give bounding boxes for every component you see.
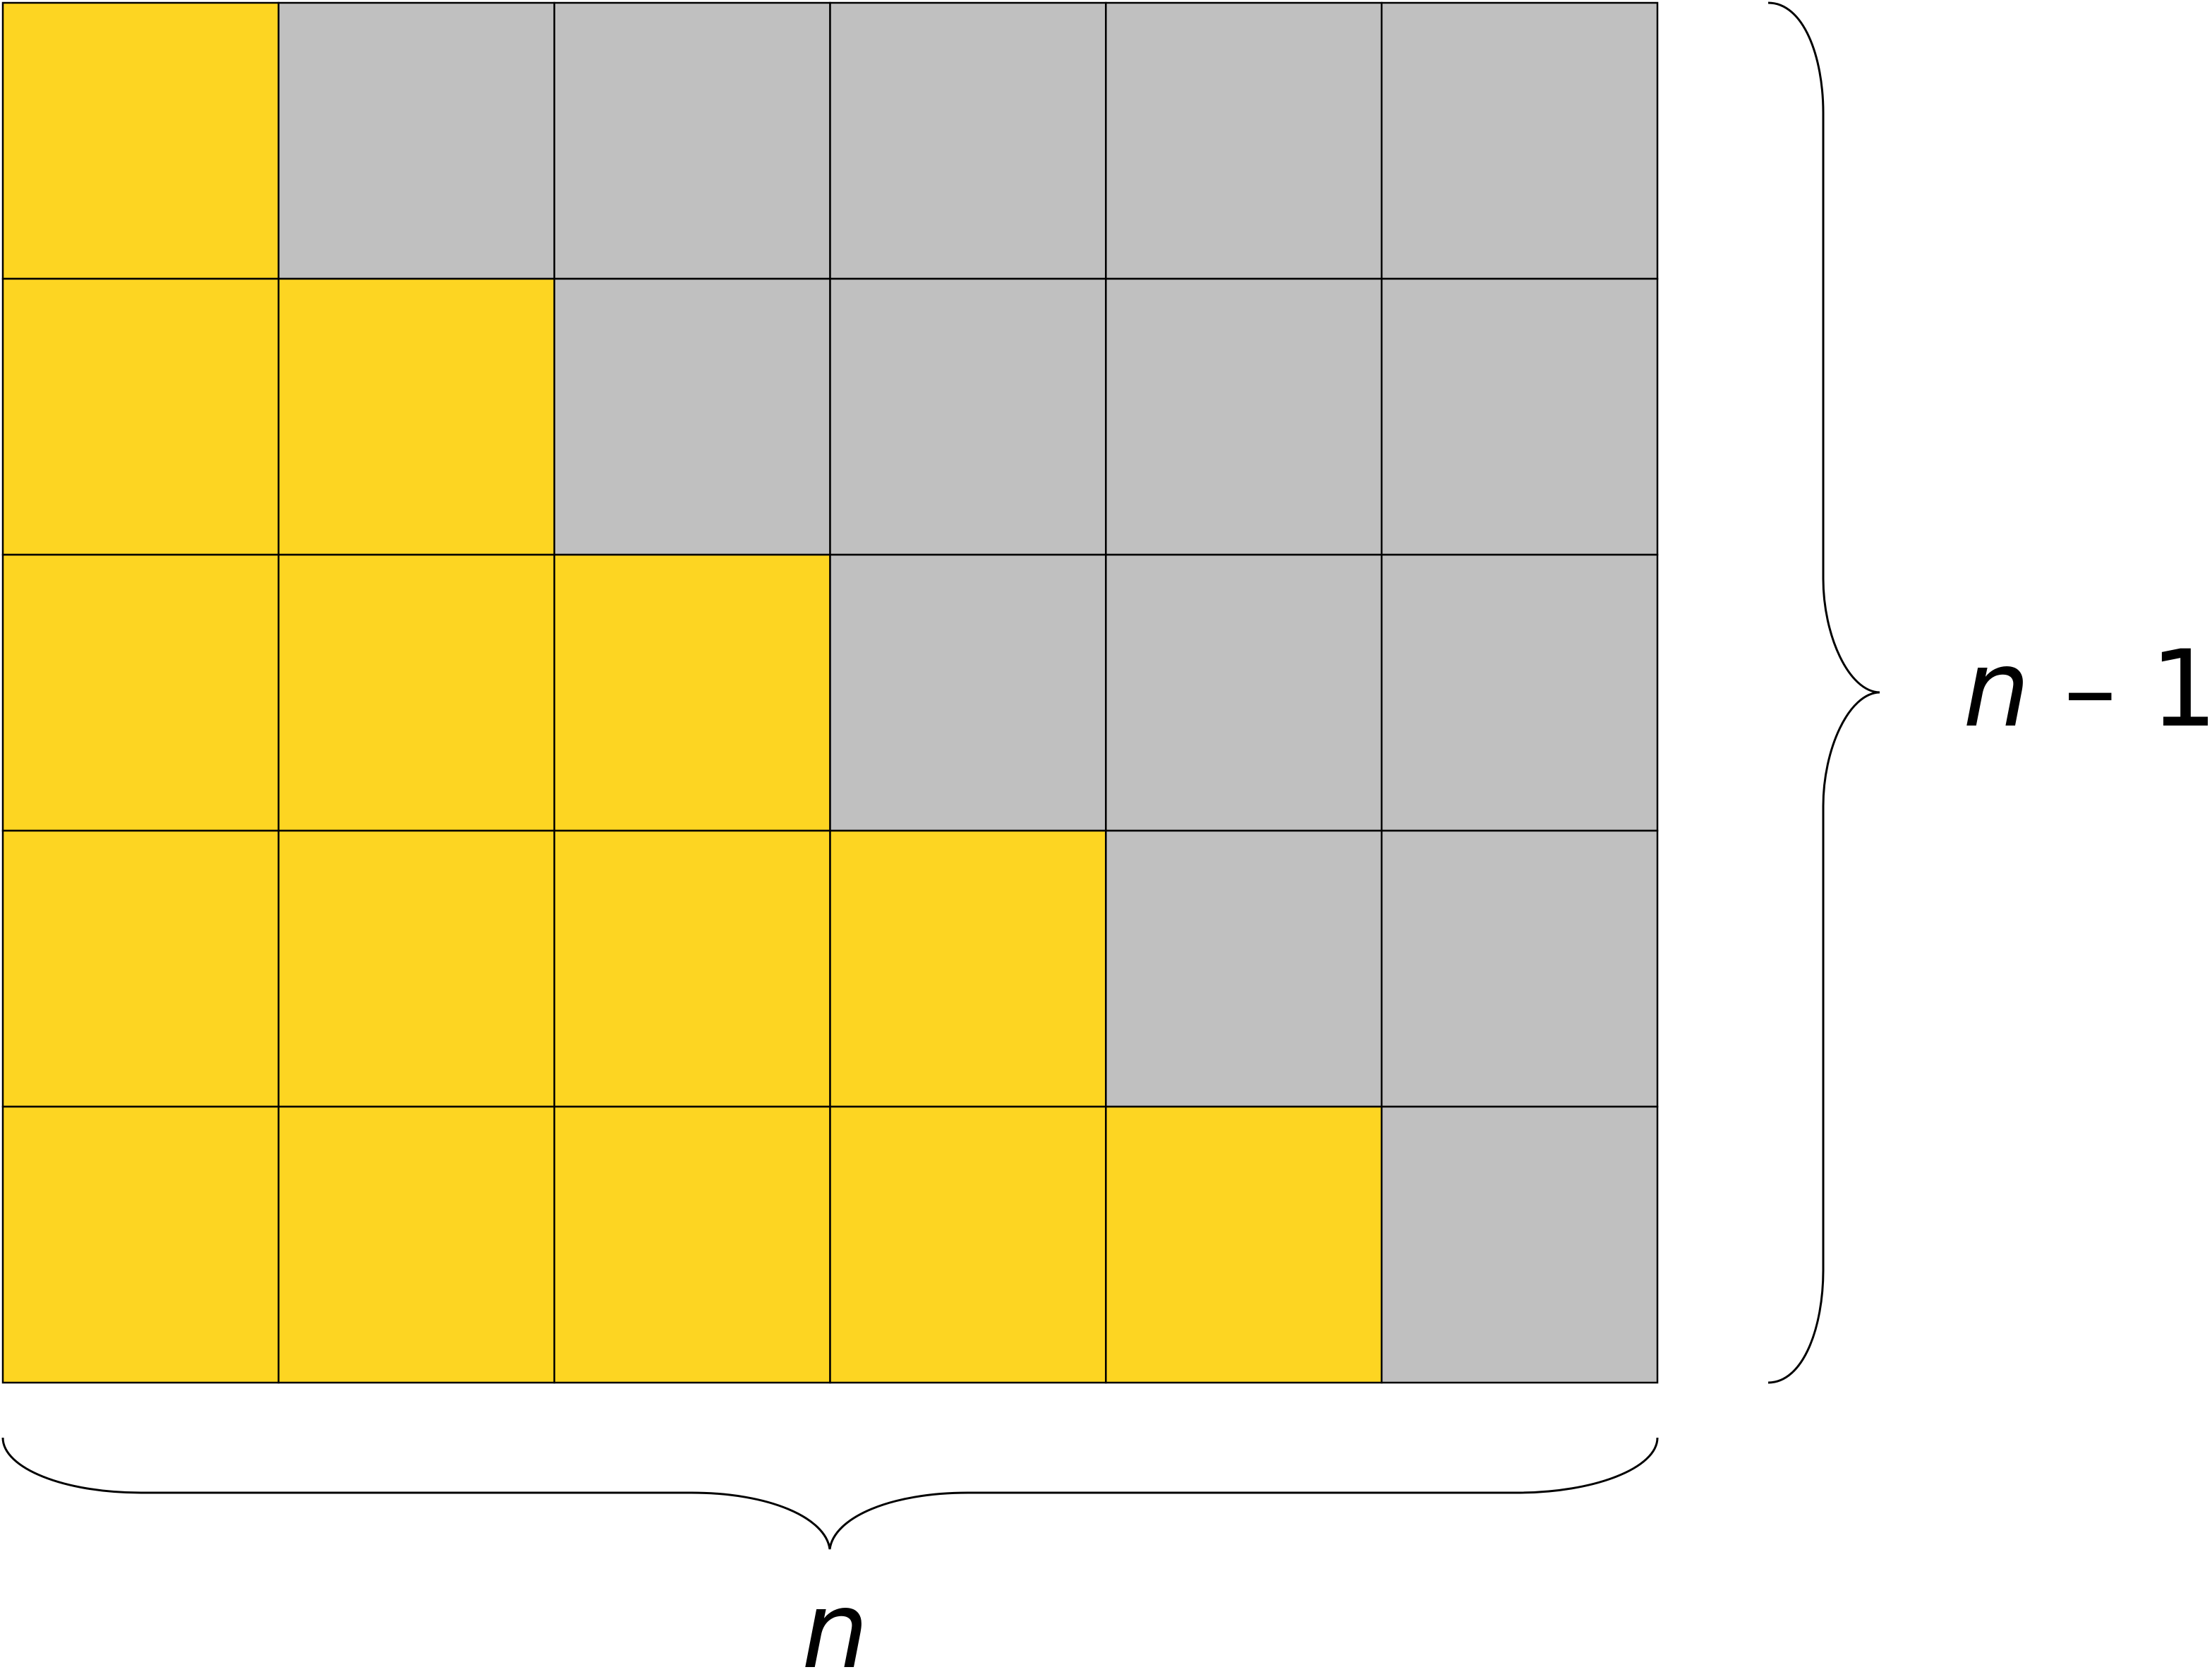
- height-label: n – 1: [1963, 628, 2212, 751]
- empty-cell: [1380, 277, 1659, 556]
- filled-cell: [277, 1105, 555, 1384]
- width-label: n: [802, 1570, 869, 1672]
- filled-cell: [829, 829, 1107, 1108]
- empty-cell: [829, 553, 1107, 832]
- empty-cell: [1380, 829, 1659, 1108]
- empty-cell: [1105, 553, 1383, 832]
- filled-cell: [553, 553, 831, 832]
- empty-cell: [553, 1, 831, 280]
- filled-cell: [1105, 1105, 1383, 1384]
- empty-cell: [1105, 829, 1383, 1108]
- filled-cell: [1, 553, 280, 832]
- filled-cell: [1, 1105, 280, 1384]
- filled-cell: [1, 277, 280, 556]
- empty-cell: [1380, 553, 1659, 832]
- empty-cell: [277, 1, 555, 280]
- filled-cell: [1, 1, 280, 280]
- height-brace: [1767, 1, 1880, 1384]
- empty-cell: [1105, 1, 1383, 280]
- width-brace: [1, 1437, 1659, 1550]
- height-label-variable: n: [1963, 628, 2030, 751]
- empty-cell: [1105, 277, 1383, 556]
- empty-cell: [1380, 1, 1659, 280]
- filled-cell: [277, 829, 555, 1108]
- empty-cell: [553, 277, 831, 556]
- filled-cell: [553, 829, 831, 1108]
- filled-cell: [829, 1105, 1107, 1384]
- grid-cells: [1, 1, 1659, 1384]
- filled-cell: [553, 1105, 831, 1384]
- empty-cell: [1380, 1105, 1659, 1384]
- filled-cell: [277, 277, 555, 556]
- height-label-offset: – 1: [2030, 628, 2212, 751]
- empty-cell: [829, 277, 1107, 556]
- filled-cell: [277, 553, 555, 832]
- filled-cell: [1, 829, 280, 1108]
- empty-cell: [829, 1, 1107, 280]
